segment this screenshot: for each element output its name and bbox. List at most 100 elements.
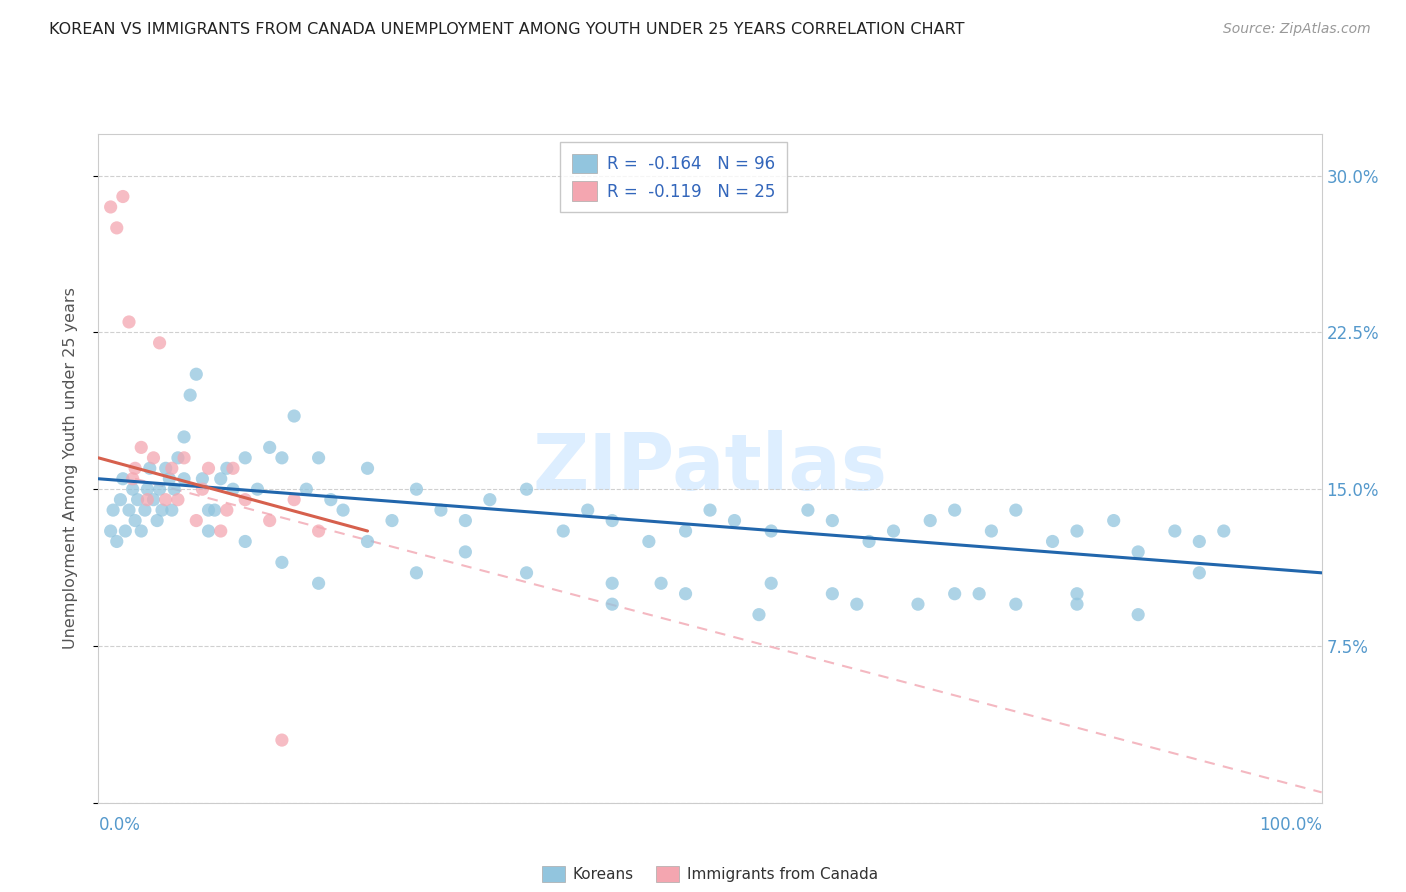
Point [186,368,208,382]
Text: Source: ZipAtlas.com: Source: ZipAtlas.com [1223,22,1371,37]
Point [967,587,990,601]
Text: 0.0%: 0.0% [98,816,141,834]
Point [155,492,177,507]
Point [516,482,538,496]
Point [100,200,122,214]
Point [748,607,770,622]
Point [1004,597,1026,611]
Point [761,576,783,591]
Point [454,545,477,559]
Point [124,514,146,528]
Point [136,492,159,507]
Point [186,514,208,528]
Point [332,503,354,517]
Point [118,315,141,329]
Point [160,503,183,517]
Point [600,514,623,528]
Point [191,472,214,486]
Point [650,576,672,591]
Text: KOREAN VS IMMIGRANTS FROM CANADA UNEMPLOYMENT AMONG YOUTH UNDER 25 YEARS CORRELA: KOREAN VS IMMIGRANTS FROM CANADA UNEMPLO… [49,22,965,37]
Legend: R =  -0.164   N = 96, R =  -0.119   N = 25: R = -0.164 N = 96, R = -0.119 N = 25 [560,142,787,212]
Point [167,450,190,465]
Point [179,388,201,402]
Point [155,461,177,475]
Point [516,566,538,580]
Point [761,524,783,538]
Point [150,503,173,517]
Point [173,450,195,465]
Point [270,450,294,465]
Point [197,461,219,475]
Point [283,492,305,507]
Point [821,514,844,528]
Point [139,461,162,475]
Point [215,503,238,517]
Point [110,492,132,507]
Point [1164,524,1187,538]
Point [209,524,232,538]
Point [675,524,697,538]
Point [943,587,966,601]
Point [157,472,180,486]
Point [246,482,269,496]
Point [381,514,404,528]
Point [1128,607,1150,622]
Point [222,461,245,475]
Point [146,514,169,528]
Point [111,189,134,203]
Point [821,587,844,601]
Point [215,461,238,475]
Point [405,566,427,580]
Point [233,492,256,507]
Point [160,461,183,475]
Point [308,576,330,591]
Point [1042,534,1064,549]
Y-axis label: Unemployment Among Youth under 25 years: Unemployment Among Youth under 25 years [63,287,77,649]
Text: 100.0%: 100.0% [1258,816,1322,834]
Point [1188,534,1211,549]
Point [142,450,165,465]
Point [1066,597,1088,611]
Point [129,524,152,538]
Point [553,524,575,538]
Point [943,503,966,517]
Point [319,492,342,507]
Point [259,441,281,455]
Point [723,514,745,528]
Point [111,472,134,486]
Point [295,482,318,496]
Point [1188,566,1211,580]
Point [142,492,165,507]
Point [576,503,599,517]
Point [149,482,172,496]
Point [259,514,281,528]
Point [136,482,159,496]
Point [1128,545,1150,559]
Point [907,597,929,611]
Point [883,524,905,538]
Point [858,534,880,549]
Point [197,524,219,538]
Point [197,503,219,517]
Point [118,503,141,517]
Point [204,503,226,517]
Point [638,534,661,549]
Point [308,524,330,538]
Point [356,461,378,475]
Point [454,514,477,528]
Point [124,461,146,475]
Point [980,524,1002,538]
Point [105,534,128,549]
Point [675,587,697,601]
Point [100,524,122,538]
Point [405,482,427,496]
Point [308,450,330,465]
Point [270,555,294,569]
Point [699,503,721,517]
Point [600,597,623,611]
Point [121,482,143,496]
Point [845,597,868,611]
Point [430,503,453,517]
Point [121,472,143,486]
Point [173,472,195,486]
